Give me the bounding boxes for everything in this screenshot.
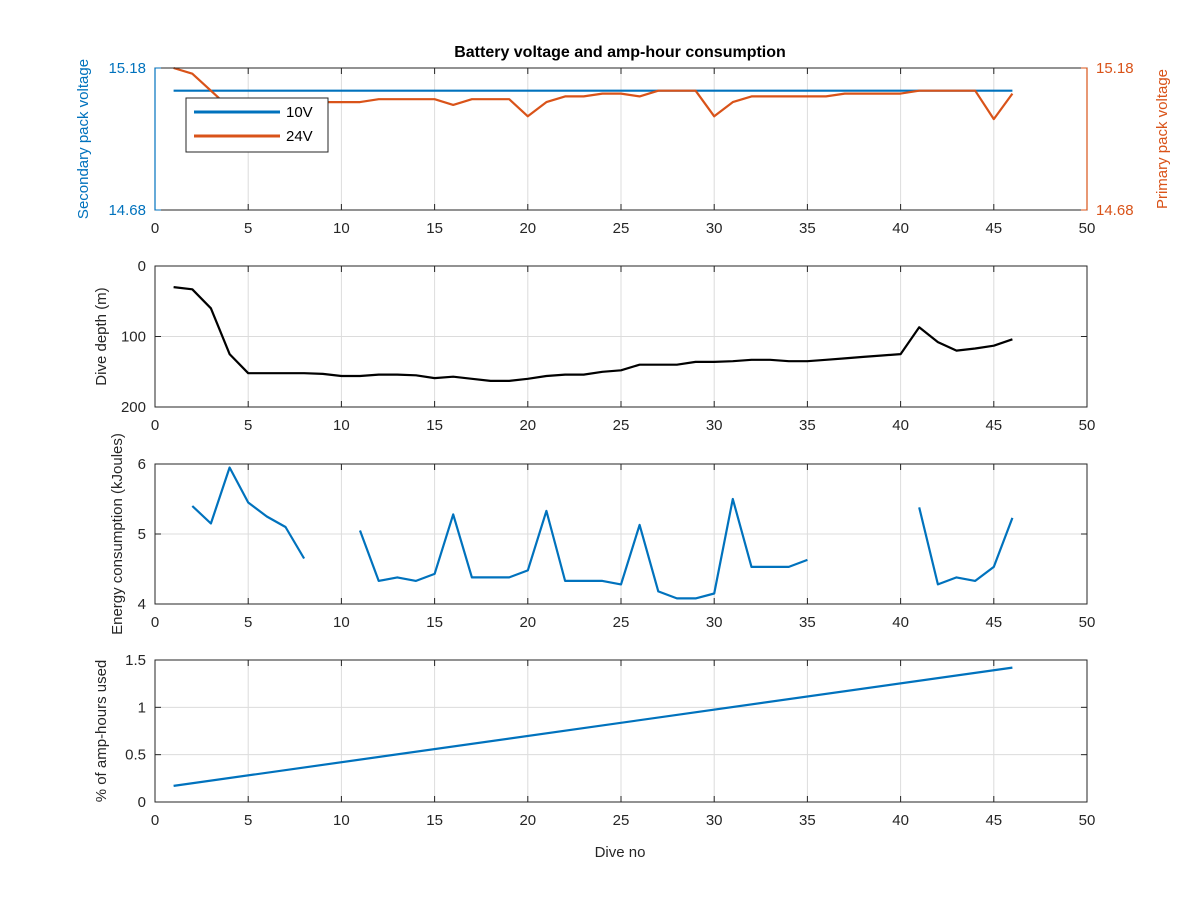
x-tick-label: 20 bbox=[519, 812, 536, 829]
x-tick-label: 10 bbox=[333, 614, 350, 631]
y-axis-label: % of amp-hours used bbox=[93, 660, 110, 803]
y-axis-label: Energy consumption (kJoules) bbox=[109, 433, 126, 635]
y-tick-label-left: 15.18 bbox=[108, 60, 146, 77]
figure-title: Battery voltage and amp-hour consumption bbox=[454, 44, 786, 61]
y-tick-label: 0 bbox=[138, 794, 146, 811]
x-tick-label: 45 bbox=[985, 812, 1002, 829]
y-tick-label-right: 14.68 bbox=[1096, 202, 1134, 219]
x-tick-label: 40 bbox=[892, 812, 909, 829]
x-tick-label: 40 bbox=[892, 220, 909, 237]
subplots: 0 5 10 15 20 25 30 35 40 45 5014.6815.1814.6815.18… bbox=[75, 59, 1171, 829]
x-tick-label: 40 bbox=[892, 614, 909, 631]
y-tick-label-right: 15.18 bbox=[1096, 60, 1134, 77]
x-tick-label: 40 bbox=[892, 417, 909, 434]
x-tick-label: 35 bbox=[799, 417, 816, 434]
x-tick-label: 25 bbox=[613, 614, 630, 631]
x-tick-label: 50 bbox=[1079, 220, 1096, 237]
subplot-4: 0 5 10 15 20 25 30 35 40 45 50 0 0.5 1 1.5 % of amp-hou… bbox=[93, 652, 1095, 829]
y-tick-label: 6 bbox=[138, 456, 146, 473]
legend-entry: 24V bbox=[286, 128, 313, 145]
x-tick-label: 45 bbox=[985, 417, 1002, 434]
x-tick-label: 0 bbox=[151, 220, 159, 237]
y-tick-label: 100 bbox=[121, 329, 146, 346]
x-tick-label: 15 bbox=[426, 614, 443, 631]
x-tick-label: 50 bbox=[1079, 614, 1096, 631]
legend-box bbox=[185, 97, 329, 153]
x-tick-label: 35 bbox=[799, 614, 816, 631]
y-tick-label: 5 bbox=[138, 526, 146, 543]
x-tick-label: 50 bbox=[1079, 812, 1096, 829]
series-line bbox=[173, 666, 1013, 787]
x-tick-label: 10 bbox=[333, 812, 350, 829]
x-tick-label: 45 bbox=[985, 614, 1002, 631]
y-tick-label: 1.5 bbox=[125, 652, 146, 669]
x-tick-label: 35 bbox=[799, 812, 816, 829]
series-line bbox=[918, 507, 1014, 586]
x-tick-label: 50 bbox=[1079, 417, 1096, 434]
series-line bbox=[358, 497, 808, 600]
y-tick-label: 1 bbox=[138, 699, 146, 716]
x-tick-label: 10 bbox=[333, 220, 350, 237]
y-tick-label-left: 14.68 bbox=[108, 202, 146, 219]
x-tick-label: 20 bbox=[519, 220, 536, 237]
x-tick-label: 15 bbox=[426, 417, 443, 434]
x-tick-label: 35 bbox=[799, 220, 816, 237]
x-tick-label: 0 bbox=[151, 812, 159, 829]
x-tick-label: 30 bbox=[706, 614, 723, 631]
subplot-1: 0 5 10 15 20 25 30 35 40 45 5014.6815.1814.6815.18… bbox=[75, 59, 1171, 237]
x-tick-label: 5 bbox=[244, 812, 252, 829]
x-tick-label: 20 bbox=[519, 614, 536, 631]
y-tick-label: 200 bbox=[121, 399, 146, 416]
x-tick-label: 25 bbox=[613, 417, 630, 434]
x-tick-label: 25 bbox=[613, 220, 630, 237]
series-line bbox=[173, 286, 1013, 382]
y-tick-label: 0.5 bbox=[125, 747, 146, 764]
x-tick-label: 0 bbox=[151, 614, 159, 631]
y-tick-label: 4 bbox=[138, 596, 146, 613]
legend-entry: 10V bbox=[286, 104, 313, 121]
y-axis-label-left: Secondary pack voltage bbox=[75, 59, 92, 219]
subplot-2: 0 5 10 15 20 25 30 35 40 45 50 0 100 200 Dive depth (m… bbox=[93, 258, 1095, 434]
x-axis-label: Dive no bbox=[595, 844, 646, 861]
x-tick-label: 0 bbox=[151, 417, 159, 434]
x-tick-label: 5 bbox=[244, 220, 252, 237]
series-line bbox=[191, 466, 306, 560]
y-axis-label: Dive depth (m) bbox=[93, 287, 110, 385]
x-tick-label: 10 bbox=[333, 417, 350, 434]
x-tick-label: 20 bbox=[519, 417, 536, 434]
x-tick-label: 30 bbox=[706, 417, 723, 434]
x-tick-label: 15 bbox=[426, 220, 443, 237]
y-axis-label-right: Primary pack voltage bbox=[1154, 69, 1171, 209]
y-tick-label: 0 bbox=[138, 258, 146, 275]
x-tick-label: 30 bbox=[706, 812, 723, 829]
x-tick-label: 15 bbox=[426, 812, 443, 829]
x-tick-label: 5 bbox=[244, 614, 252, 631]
x-tick-label: 25 bbox=[613, 812, 630, 829]
x-tick-label: 30 bbox=[706, 220, 723, 237]
x-tick-label: 5 bbox=[244, 417, 252, 434]
x-tick-label: 45 bbox=[985, 220, 1002, 237]
